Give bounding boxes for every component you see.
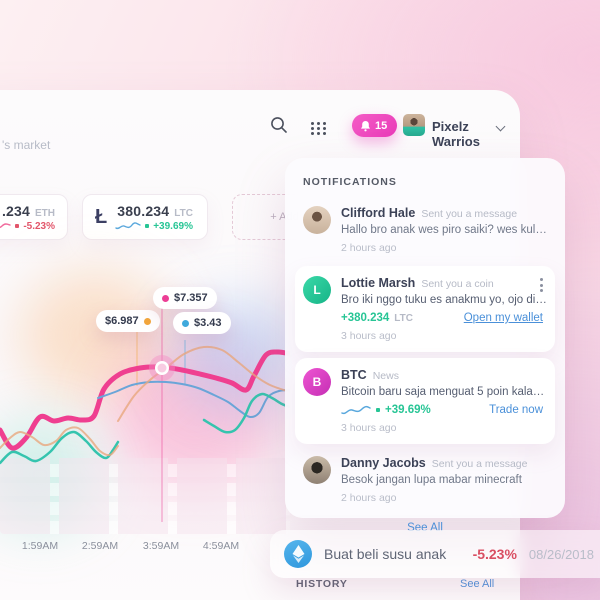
ltc-change: +39.69%: [153, 220, 193, 232]
tick-2: 2:59AM: [81, 540, 119, 552]
price-chart: [0, 308, 290, 522]
ltc-symbol: LTC: [174, 207, 193, 219]
eth-change: -5.23%: [23, 220, 55, 232]
transaction-date: 08/26/2018: [528, 546, 594, 562]
notif-time: 2 hours ago: [341, 242, 397, 254]
chart-ghost-grid: [0, 458, 290, 534]
chart-tooltip-pink: $7.357: [153, 287, 217, 309]
tick-1: 1:59AM: [21, 540, 59, 552]
notif-meta: News: [372, 370, 399, 382]
notif-body: Hallo bro anak wes piro saiki? wes kulia…: [341, 224, 547, 236]
notif-name: BTC: [341, 368, 367, 382]
orange-dot-icon: [143, 317, 151, 325]
notif-meta: Sent you a coin: [421, 278, 494, 290]
transaction-bar[interactable]: Buat beli susu anak -5.23% 08/26/2018: [270, 530, 600, 578]
user-name[interactable]: Pixelz Warrios: [432, 119, 480, 149]
notif-body: Bitcoin baru saja menguat 5 poin kalau t…: [341, 386, 547, 398]
up-marker-icon: [145, 224, 150, 228]
badge-count: 15: [375, 119, 388, 132]
topbar: 15 Pixelz Warrios: [0, 90, 520, 160]
notif-time: 3 hours ago: [341, 330, 397, 342]
coin-card-ltc[interactable]: Ł 380.234 LTC +39.69%: [82, 194, 208, 240]
market-section-label: 's market: [2, 138, 51, 152]
user-avatar[interactable]: [403, 114, 425, 136]
notification-danny[interactable]: Danny Jacobs Sent you a message Besok ja…: [295, 450, 555, 510]
notif-name: Lottie Marsh: [341, 276, 416, 290]
trade-now-link[interactable]: Trade now: [489, 404, 543, 416]
up-marker-icon: [376, 408, 380, 412]
notifications-bell-button[interactable]: 15: [352, 114, 398, 137]
eth-sparkline-icon: [0, 223, 12, 229]
chart-tooltip-orange: $6.987: [96, 310, 160, 332]
open-wallet-link[interactable]: Open my wallet: [463, 312, 543, 324]
btc-sparkline-icon: [341, 405, 371, 415]
transaction-change: -5.23%: [472, 546, 517, 562]
avatar-danny: [303, 456, 331, 484]
search-icon[interactable]: [267, 113, 291, 137]
tick-4: 4:59AM: [202, 540, 240, 552]
tooltip-blue-label: $3.43: [194, 317, 222, 329]
notif-meta: Sent you a message: [431, 458, 528, 470]
litecoin-icon: Ł: [95, 205, 108, 228]
notif-time: 3 hours ago: [341, 422, 397, 434]
eth-symbol: ETH: [35, 207, 55, 219]
ltc-value: 380.234: [117, 202, 170, 219]
pink-dot-icon: [162, 294, 169, 302]
coin-amount: +380.234: [341, 312, 390, 324]
notif-meta: Sent you a message: [421, 208, 518, 220]
notification-lottie[interactable]: L Lottie Marsh Sent you a coin Bro iki n…: [295, 266, 555, 352]
tooltip-pink-label: $7.357: [174, 292, 208, 304]
notif-time: 2 hours ago: [341, 492, 397, 504]
notification-clifford[interactable]: Clifford Hale Sent you a message Hallo b…: [295, 200, 555, 260]
notification-btc[interactable]: B BTC News Bitcoin baru saja menguat 5 p…: [295, 358, 555, 444]
tick-3: 3:59AM: [142, 540, 180, 552]
ltc-sparkline-icon: [115, 222, 141, 230]
chart-glow-orange: [20, 270, 170, 400]
btc-change: +39.69%: [385, 404, 431, 416]
bell-icon: [361, 120, 370, 131]
avatar-btc: B: [303, 368, 331, 396]
notif-body: Bro iki nggo tuku es anakmu yo, ojo ding…: [341, 294, 547, 306]
chart-tooltip-blue: $3.43: [173, 312, 231, 334]
notifications-panel: NOTIFICATIONS Clifford Hale Sent you a m…: [285, 158, 565, 534]
down-marker-icon: [15, 224, 20, 228]
eth-value: .234: [1, 202, 30, 219]
history-title: HISTORY: [296, 578, 348, 590]
coin-currency: LTC: [394, 312, 413, 324]
avatar-lottie: L: [303, 276, 331, 304]
notif-name: Clifford Hale: [341, 206, 416, 220]
avatar-clifford: [303, 206, 331, 234]
eth-icon: [284, 540, 312, 568]
notifications-title: NOTIFICATIONS: [303, 176, 397, 188]
notif-body: Besok jangan lupa mabar minecraft: [341, 474, 522, 486]
apps-grid-icon[interactable]: [307, 116, 331, 140]
coin-card-eth[interactable]: .234 ETH -5.23%: [0, 194, 68, 240]
notif-name: Danny Jacobs: [341, 456, 426, 470]
kebab-menu-icon[interactable]: [538, 276, 545, 294]
tooltip-orange-label: $6.987: [105, 315, 139, 327]
blue-dot-icon: [182, 319, 189, 327]
history-see-all-link[interactable]: See All: [460, 578, 495, 590]
transaction-label: Buat beli susu anak: [324, 546, 447, 562]
